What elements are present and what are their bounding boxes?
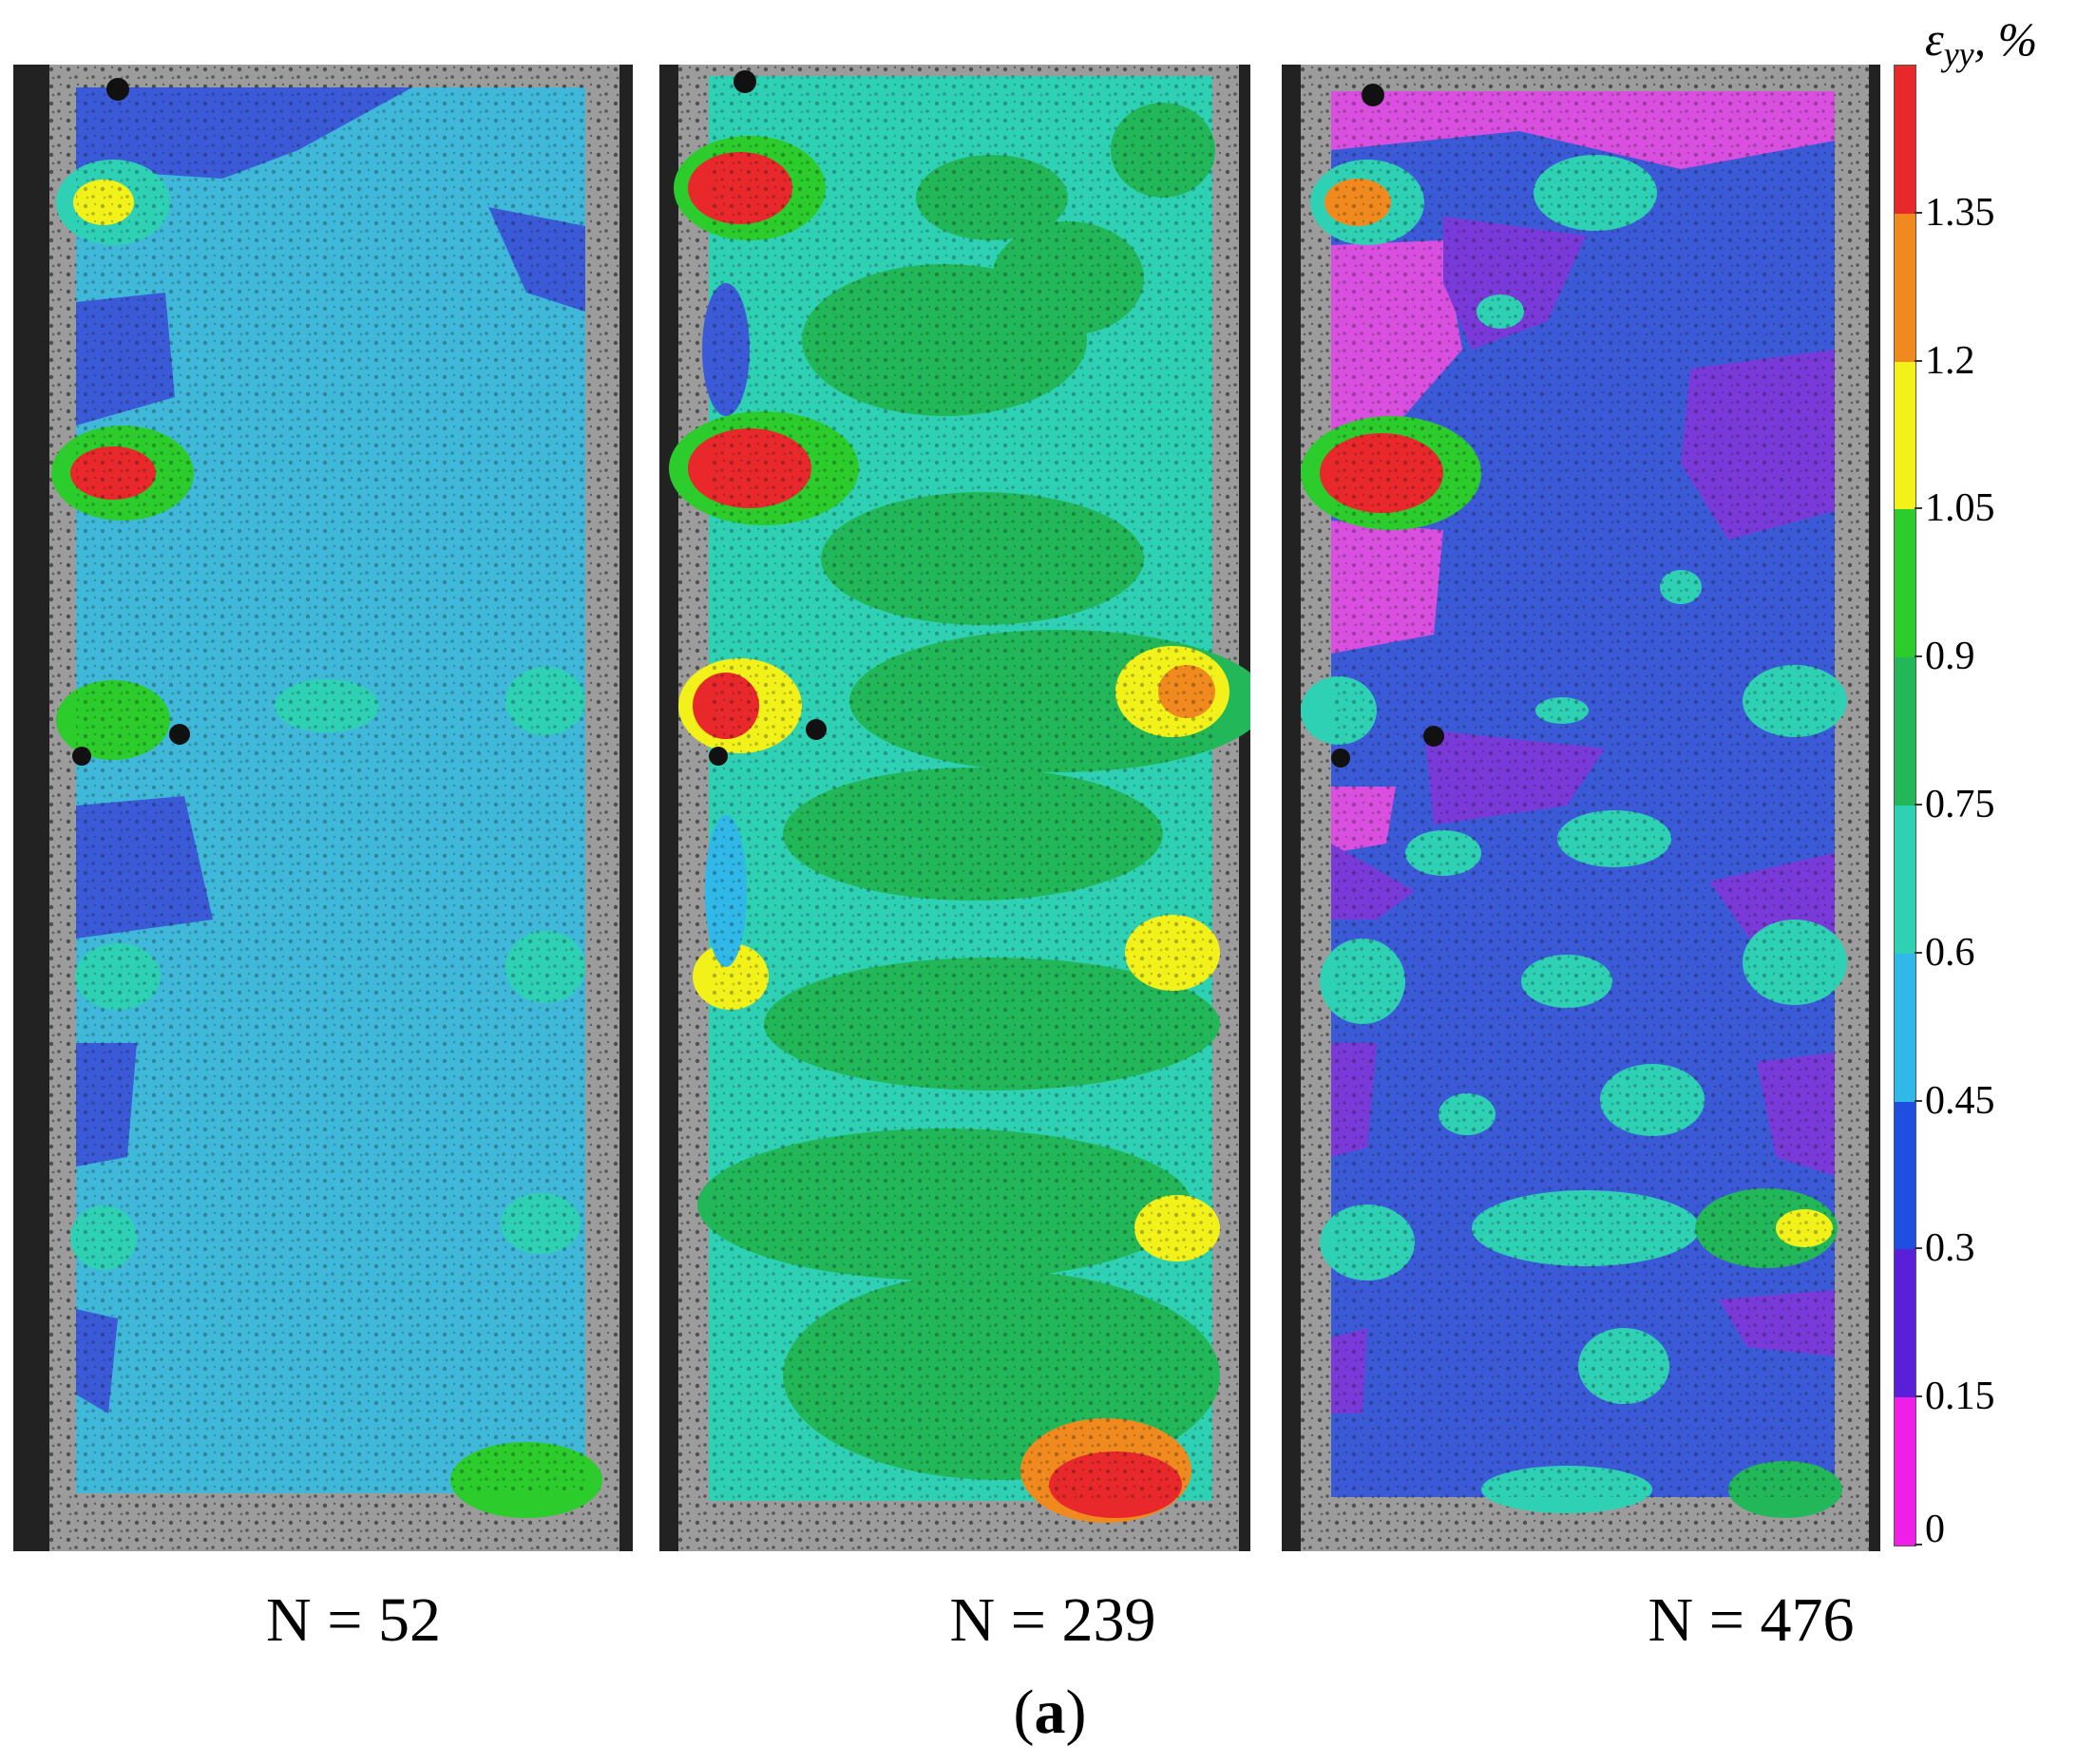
caption-open-paren: ( [1013, 1678, 1035, 1747]
colorbar-title-symbol: ε [1925, 12, 1944, 66]
colorbar-title: εyy, % [1925, 11, 2037, 74]
colorbar-tick-label: 1.35 [1925, 190, 1995, 235]
colorbar-tick-label: 0.6 [1925, 930, 1975, 975]
strain-map-panel-2 [659, 65, 1250, 1551]
strain-map-panel-1 [13, 65, 633, 1551]
colorbar-tick-label: 1.05 [1925, 486, 1995, 531]
strain-map-image-2 [659, 65, 1250, 1551]
colorbar-band-4 [1895, 657, 1915, 806]
colorbar-band-6 [1895, 953, 1915, 1102]
colorbar-band-8 [1895, 1249, 1915, 1398]
colorbar-tick-mark [1915, 359, 1922, 362]
colorbar-tick-mark [1915, 1247, 1922, 1250]
colorbar [1894, 65, 1916, 1546]
colorbar-tick-mark [1915, 507, 1922, 510]
colorbar-tick-mark [1915, 1544, 1922, 1546]
panel-label-1: N = 52 [266, 1585, 441, 1655]
colorbar-tick-mark [1915, 804, 1922, 806]
colorbar-tick-mark [1915, 211, 1922, 214]
colorbar-tick-label: 0.45 [1925, 1078, 1995, 1123]
caption-close-paren: ) [1065, 1678, 1087, 1747]
strain-map-panel-3 [1282, 65, 1880, 1551]
colorbar-band-7 [1895, 1101, 1915, 1250]
colorbar-band-2 [1895, 361, 1915, 510]
caption-letter: a [1034, 1678, 1066, 1747]
colorbar-tick-mark [1915, 655, 1922, 658]
colorbar-band-9 [1895, 1397, 1915, 1546]
colorbar-title-subscript: yy [1943, 35, 1974, 73]
colorbar-tick-label: 0.75 [1925, 783, 1995, 826]
panel-label-3: N = 476 [1648, 1585, 1855, 1655]
colorbar-band-3 [1895, 509, 1915, 658]
colorbar-tick-label: 0.15 [1925, 1375, 1995, 1419]
strain-map-image-3 [1282, 65, 1880, 1551]
colorbar-tick-label: 1.2 [1925, 338, 1975, 383]
colorbar-band-0 [1895, 66, 1915, 214]
strain-map-image-1 [13, 65, 633, 1551]
colorbar-tick-label: 0 [1925, 1508, 1945, 1551]
figure-caption: (a) [1014, 1677, 1087, 1749]
panel-label-2: N = 239 [949, 1585, 1156, 1655]
colorbar-tick-label: 0.9 [1925, 635, 1975, 679]
colorbar-band-5 [1895, 806, 1915, 954]
colorbar-band-1 [1895, 213, 1915, 362]
colorbar-title-unit: , % [1973, 12, 2038, 66]
colorbar-tick-mark [1915, 1395, 1922, 1398]
colorbar-tick-label: 0.3 [1925, 1226, 1975, 1271]
colorbar-tick-mark [1915, 951, 1922, 954]
colorbar-tick-mark [1915, 1099, 1922, 1102]
